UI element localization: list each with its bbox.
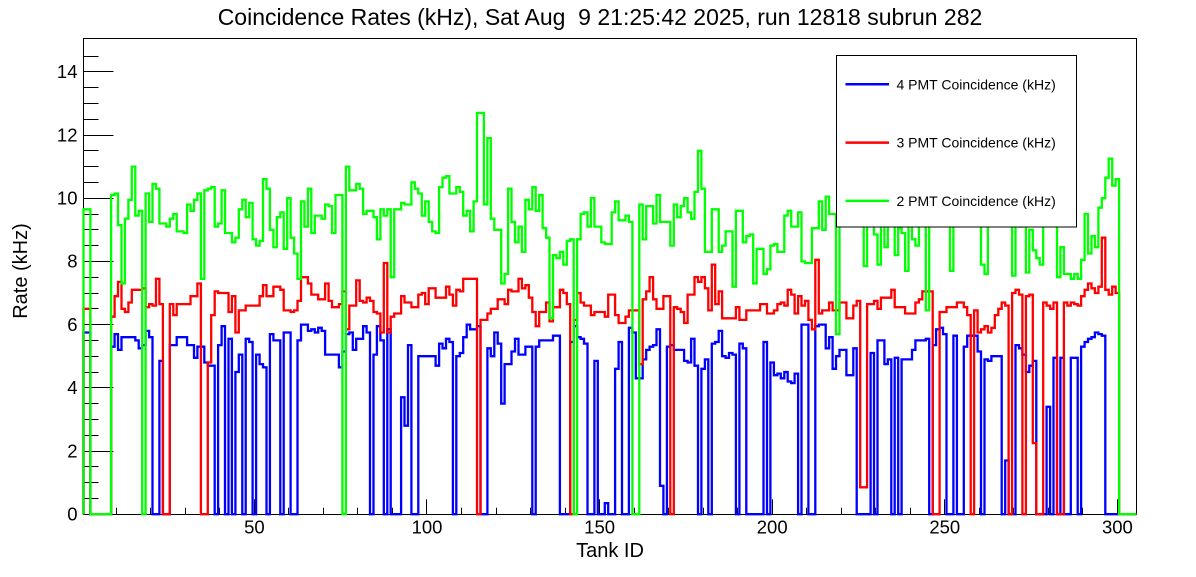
svg-text:250: 250 bbox=[929, 517, 960, 538]
svg-text:0: 0 bbox=[67, 504, 77, 525]
svg-text:12: 12 bbox=[57, 124, 78, 145]
svg-text:2: 2 bbox=[67, 440, 77, 461]
svg-text:6: 6 bbox=[67, 314, 77, 335]
svg-text:300: 300 bbox=[1102, 517, 1133, 538]
svg-text:Coincidence Rates (kHz), Sat A: Coincidence Rates (kHz), Sat Aug 9 21:25… bbox=[218, 4, 983, 30]
svg-text:100: 100 bbox=[412, 517, 443, 538]
svg-text:150: 150 bbox=[584, 517, 615, 538]
svg-text:2 PMT Coincidence (kHz): 2 PMT Coincidence (kHz) bbox=[897, 193, 1056, 209]
svg-text:10: 10 bbox=[57, 188, 78, 209]
svg-text:14: 14 bbox=[57, 61, 78, 82]
svg-text:50: 50 bbox=[244, 517, 265, 538]
svg-text:3 PMT Coincidence (kHz): 3 PMT Coincidence (kHz) bbox=[897, 135, 1056, 151]
svg-text:8: 8 bbox=[67, 251, 77, 272]
svg-text:Rate (kHz): Rate (kHz) bbox=[10, 223, 32, 319]
svg-text:4: 4 bbox=[67, 377, 77, 398]
svg-text:200: 200 bbox=[757, 517, 788, 538]
svg-text:Tank ID: Tank ID bbox=[576, 540, 644, 562]
svg-text:4 PMT Coincidence (kHz): 4 PMT Coincidence (kHz) bbox=[897, 76, 1056, 92]
